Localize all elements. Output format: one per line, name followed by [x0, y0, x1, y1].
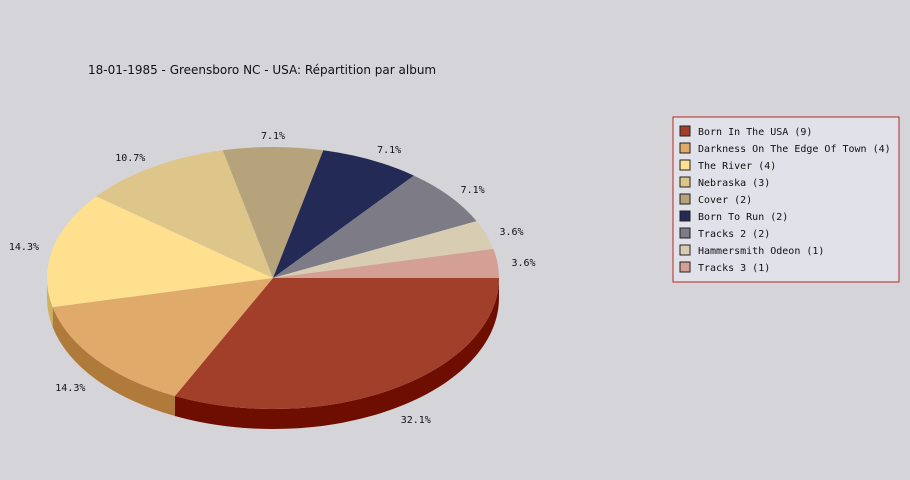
legend-label: Cover (2) [698, 195, 752, 206]
pie-slice [273, 175, 477, 278]
pie-slice-side [47, 278, 53, 328]
pie-pct-label: 3.6% [500, 227, 524, 238]
legend-swatch [679, 193, 691, 205]
pie-slice [96, 150, 273, 278]
pie-slice [273, 221, 494, 278]
legend-label: Tracks 3 (1) [698, 263, 770, 274]
pie-slices [46, 147, 500, 409]
pie-pct-label: 7.1% [377, 145, 401, 156]
legend-label: The River (4) [698, 161, 776, 172]
pie-slice [273, 150, 414, 278]
legend-label: Born In The USA (9) [698, 127, 812, 138]
pie-pct-label: 7.1% [461, 185, 485, 196]
legend-items: Born In The USA (9) Darkness On The Edge … [679, 125, 891, 274]
legend-label: Tracks 2 (2) [698, 229, 770, 240]
pie-slice [273, 248, 499, 278]
legend: Born In The USA (9) Darkness On The Edge … [672, 116, 900, 283]
legend-label: Hammersmith Odeon (1) [698, 246, 824, 257]
pie-pct-label: 32.1% [401, 415, 431, 426]
legend-swatch [679, 261, 691, 273]
legend-swatch [679, 125, 691, 137]
legend-label: Born To Run (2) [698, 212, 788, 223]
pie-slice [174, 278, 500, 409]
chart-title: 18-01-1985 - Greensboro NC - USA: Répart… [88, 63, 436, 77]
pie-pct-label: 10.7% [115, 153, 145, 164]
legend-swatch [679, 159, 691, 171]
pie-labels: 32.1% 14.3% 14.3% 10.7% 7.1% 7.1% 7.1% 3.6% 3.6% [9, 131, 536, 426]
pie-slice [222, 147, 324, 278]
pie-pct-label: 14.3% [9, 242, 39, 253]
pie-sides [47, 278, 500, 429]
pie-slice [46, 196, 274, 308]
legend-label: Nebraska (3) [698, 178, 770, 189]
legend-swatch [679, 142, 691, 154]
legend-swatch [679, 227, 691, 239]
pie-slice-side [174, 278, 500, 429]
legend-box [672, 116, 900, 283]
legend-label: Darkness On The Edge Of Town (4) [698, 144, 891, 155]
pie-pct-label: 3.6% [512, 258, 536, 269]
pie-slice [52, 278, 273, 397]
legend-swatch [679, 176, 691, 188]
legend-swatch [679, 244, 691, 256]
legend-swatch [679, 210, 691, 222]
pie-pct-label: 14.3% [55, 383, 85, 394]
pie-slice-side [52, 307, 175, 417]
pie-pct-label: 7.1% [261, 131, 285, 142]
